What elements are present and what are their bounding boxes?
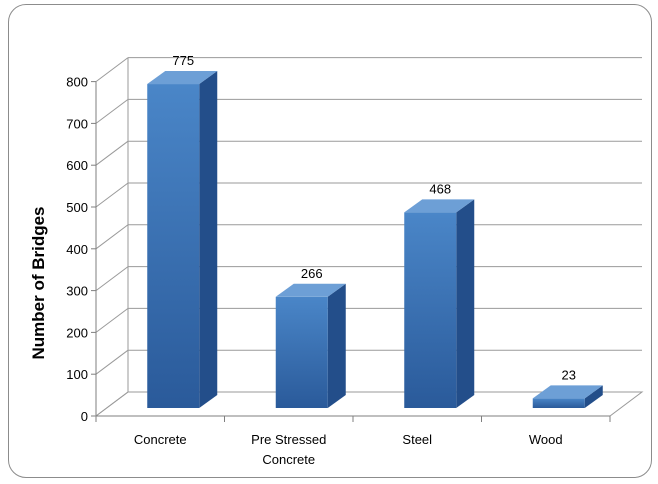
gridline-depth: [95, 99, 129, 124]
y-tick-label: 0: [81, 409, 88, 424]
data-label: 23: [562, 367, 576, 382]
bar-wood: [532, 385, 603, 408]
bar-front: [147, 84, 200, 409]
y-tick-label: 300: [66, 284, 88, 299]
x-tick-label: Wood: [529, 432, 563, 447]
y-tick-label: 400: [66, 242, 88, 257]
y-tick-label: 500: [66, 200, 88, 215]
gridline-depth: [95, 266, 129, 292]
bar-steel: [404, 199, 475, 408]
y-tick-label: 700: [66, 116, 88, 131]
y-tick-label: 100: [66, 367, 88, 382]
gridline-depth: [95, 307, 129, 333]
y-axis-label: Number of Bridges: [29, 206, 48, 359]
data-label: 775: [172, 53, 194, 68]
data-label: 468: [429, 181, 451, 196]
gridline-depth: [95, 182, 129, 208]
bar-front: [275, 296, 328, 408]
gridline-depth: [95, 349, 129, 375]
labels: Number of Bridges 0 100 200 300 400 500 600 700…: [29, 53, 576, 467]
gridline-depth: [95, 140, 129, 166]
y-tick-label: 800: [66, 75, 88, 90]
bar-pre-stressed-concrete: [275, 283, 346, 408]
x-tick-label: Pre Stressed Concrete: [251, 432, 326, 467]
bar-top: [275, 283, 346, 297]
gridline-depth: [95, 224, 129, 250]
bar-concrete: [147, 71, 218, 409]
bar-top: [147, 71, 218, 85]
bar-top: [532, 385, 603, 399]
bar-side: [456, 199, 475, 408]
gridline-depth: [95, 57, 129, 82]
y-tick-label: 600: [66, 158, 88, 173]
x-tick-label: Concrete: [134, 432, 187, 447]
bar-side: [199, 71, 218, 409]
bar-front: [532, 398, 585, 408]
x-tick-label: Steel: [402, 432, 432, 447]
data-label: 266: [301, 266, 323, 281]
bar-side: [584, 385, 603, 408]
bar-side: [327, 283, 346, 408]
bar-top: [404, 199, 475, 213]
bars: [147, 71, 603, 409]
y-tick-label: 200: [66, 325, 88, 340]
axes: [91, 57, 644, 422]
bar-front: [404, 212, 457, 408]
